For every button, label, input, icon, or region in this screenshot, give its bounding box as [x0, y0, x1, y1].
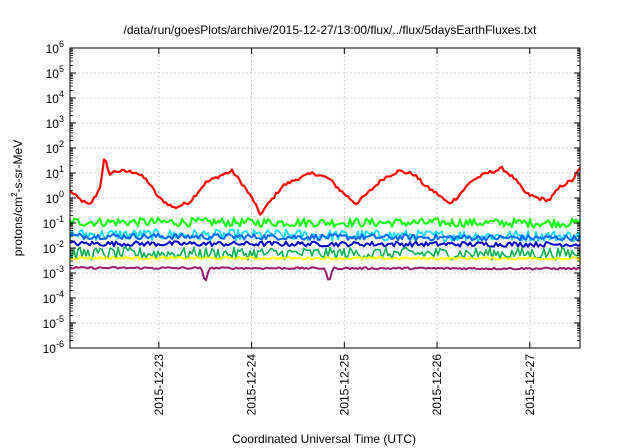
x-tick-label: 2015-12-23	[152, 354, 166, 416]
y-tick-label-exponent: 0	[59, 189, 64, 199]
y-tick-label-base: 10	[46, 142, 60, 156]
y-tick-label-base: 10	[46, 167, 60, 181]
y-tick-label-base: 10	[46, 117, 60, 131]
y-tick-label-base: 10	[43, 317, 57, 331]
y-tick-label-base: 10	[43, 242, 57, 256]
y-tick-label-base: 10	[46, 92, 60, 106]
y-tick-label-exponent: 4	[59, 89, 64, 99]
y-tick-label-exponent: 2	[59, 139, 64, 149]
y-tick-label: 10-6	[43, 339, 64, 356]
series-line-1	[69, 216, 581, 229]
x-axis-label: Coordinated Universal Time (UTC)	[232, 432, 416, 446]
y-tick-label: 10-2	[43, 239, 64, 256]
series-layer	[69, 158, 581, 282]
y-tick-label-base: 10	[43, 267, 57, 281]
y-tick-label: 10-3	[43, 264, 64, 281]
y-tick-label-exponent: 5	[59, 64, 64, 74]
y-tick-label-base: 10	[43, 342, 57, 356]
x-tick-label: 2015-12-26	[430, 354, 444, 416]
y-axis-label-sup: 2	[10, 192, 19, 197]
y-tick-label-base: 10	[43, 292, 57, 306]
y-tick-label: 10-4	[43, 289, 64, 306]
y-tick-label-base: 10	[46, 192, 60, 206]
y-tick-label-exponent: 6	[59, 39, 64, 49]
y-tick-label: 103	[46, 114, 64, 131]
series-line-7	[69, 266, 581, 282]
y-axis-label: protons/cm2-s-sr-MeV	[10, 140, 25, 256]
y-tick-label: 100	[46, 189, 64, 206]
y-tick-label: 102	[46, 139, 64, 156]
chart-title: /data/run/goesPlots/archive/2015-12-27/1…	[124, 23, 538, 37]
y-tick-label-exponent: 3	[59, 114, 64, 124]
series-line-2	[69, 228, 581, 243]
y-tick-label: 101	[46, 164, 64, 181]
y-tick-label-base: 10	[43, 217, 57, 231]
y-tick-label-exponent: -1	[56, 214, 64, 224]
y-tick-label-exponent: -6	[56, 339, 64, 349]
y-tick-label-exponent: -4	[56, 289, 64, 299]
grid-lines	[70, 48, 580, 348]
y-tick-label: 10-5	[43, 314, 64, 331]
y-tick-label-exponent: -3	[56, 264, 64, 274]
y-tick-label-exponent: -2	[56, 239, 64, 249]
x-tick-label: 2015-12-24	[245, 354, 259, 416]
series-line-5	[69, 246, 581, 261]
series-line-4	[69, 240, 581, 248]
x-tick-label: 2015-12-27	[523, 354, 537, 416]
x-axis: 2015-12-23 2015-12-24 2015-12-25 2015-12-26…	[152, 48, 537, 415]
y-axis-label-base: protons/cm	[11, 197, 25, 256]
y-tick-label: 105	[46, 64, 64, 81]
plot-area	[69, 47, 581, 349]
y-axis: 10-610-510-410-310-210-11001011021031041…	[43, 39, 580, 356]
y-tick-label: 104	[46, 89, 64, 106]
y-axis-label-rest: -s-sr-MeV	[11, 140, 25, 193]
y-tick-label: 10-1	[43, 214, 64, 231]
y-tick-label-exponent: 1	[59, 164, 64, 174]
y-tick-label-base: 10	[46, 67, 60, 81]
x-tick-label: 2015-12-25	[337, 354, 351, 416]
y-tick-label-exponent: -5	[56, 314, 64, 324]
series-line-6	[70, 255, 581, 261]
series-line-0	[69, 158, 581, 216]
y-tick-label-base: 10	[46, 42, 60, 56]
series-line-3	[69, 232, 581, 242]
y-tick-label: 106	[46, 39, 64, 56]
